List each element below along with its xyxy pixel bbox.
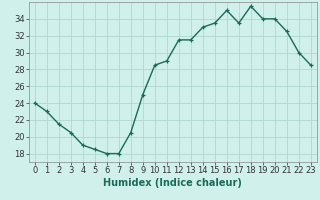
X-axis label: Humidex (Indice chaleur): Humidex (Indice chaleur) — [103, 178, 242, 188]
